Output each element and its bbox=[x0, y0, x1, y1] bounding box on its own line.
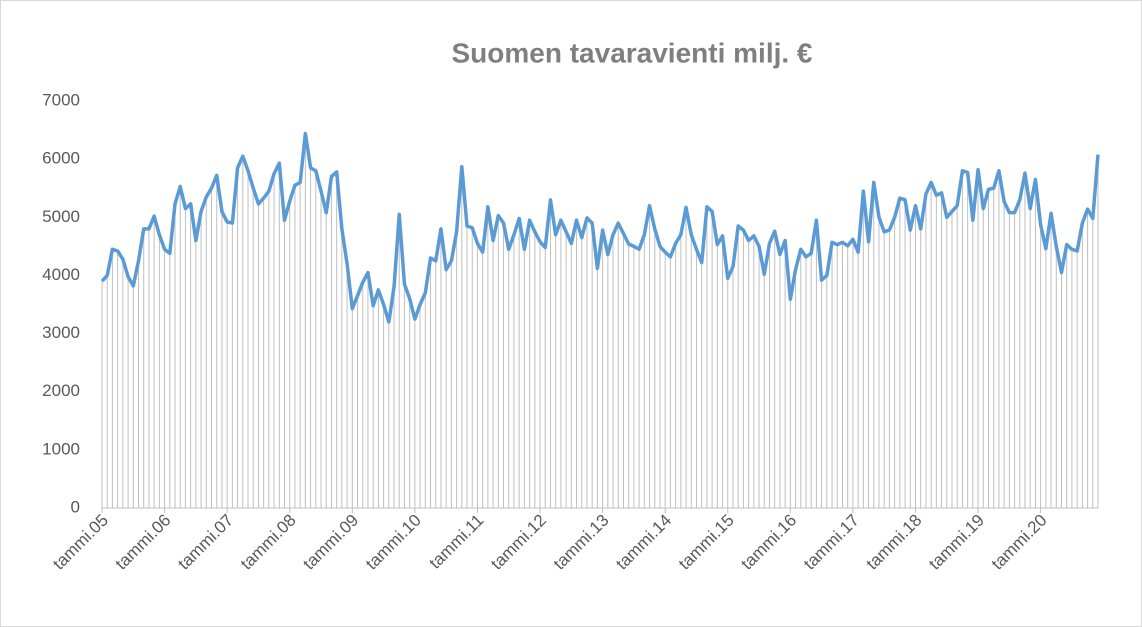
y-tick-label: 4000 bbox=[42, 265, 80, 284]
y-tick-label: 1000 bbox=[42, 439, 80, 458]
y-tick-label: 6000 bbox=[42, 149, 80, 168]
series-line bbox=[100, 131, 1100, 324]
y-tick-label: 2000 bbox=[42, 381, 80, 400]
y-tick-label: 0 bbox=[71, 497, 80, 516]
y-tick-label: 5000 bbox=[42, 207, 80, 226]
y-tick-label: 3000 bbox=[42, 323, 80, 342]
chart-title: Suomen tavaravienti milj. € bbox=[451, 37, 812, 68]
y-tick-label: 7000 bbox=[42, 90, 80, 109]
